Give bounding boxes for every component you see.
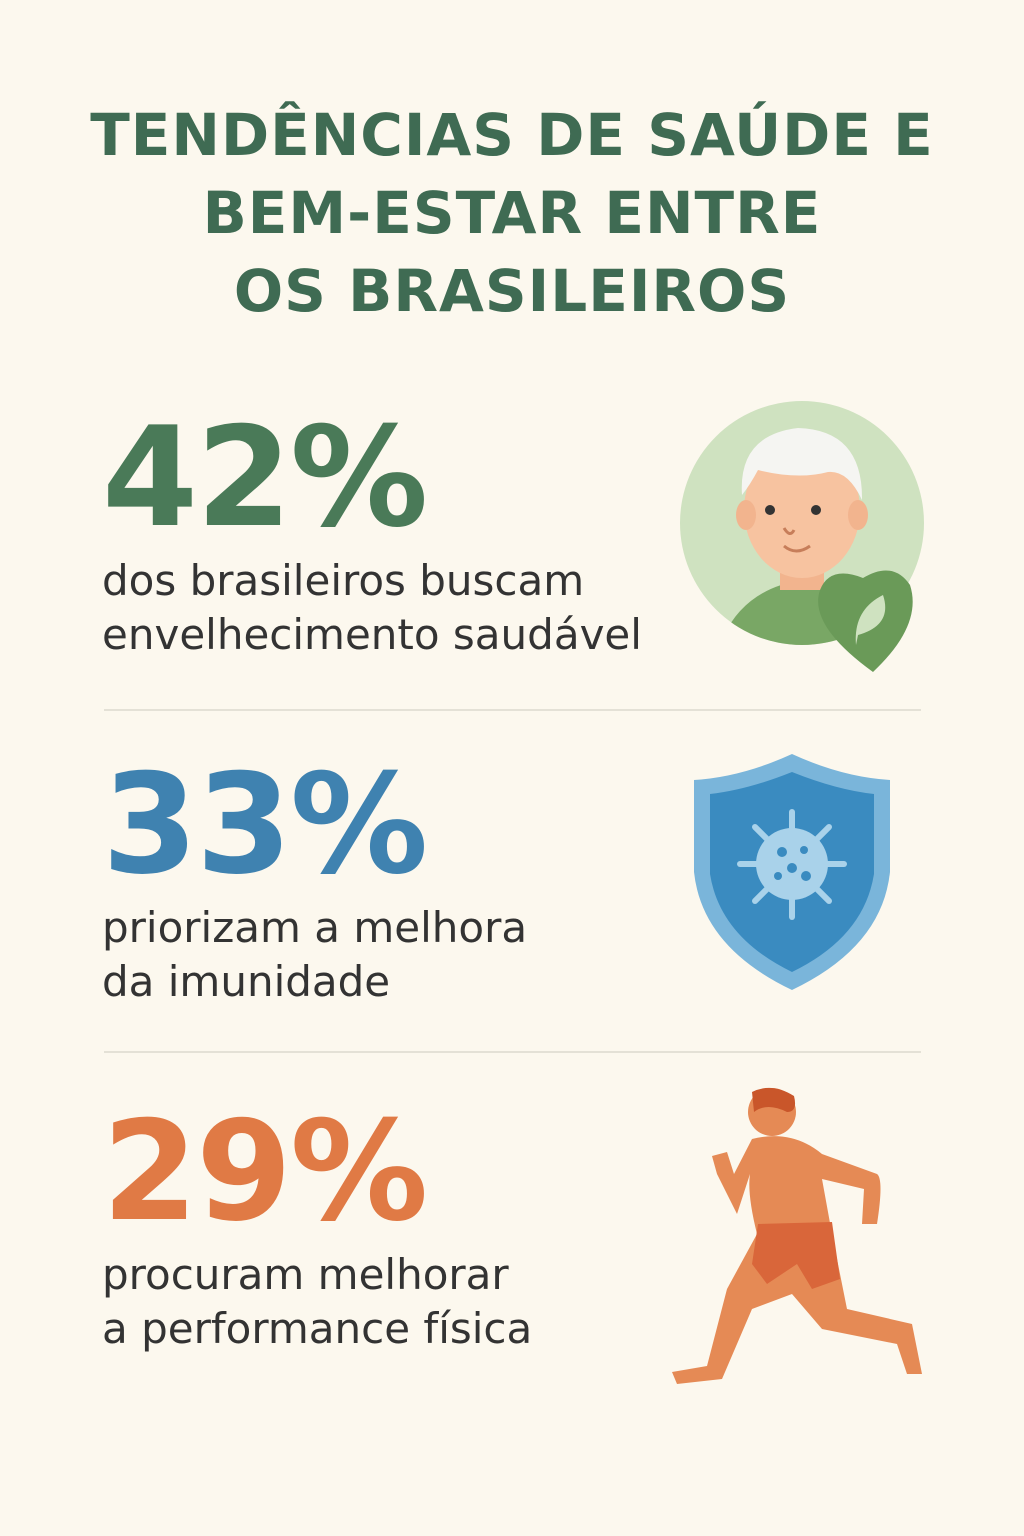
stat-value: 33%: [102, 744, 428, 905]
shield-virus-icon: [694, 754, 890, 990]
stat-physical-performance: 29% procuram melhorar a performance físi…: [102, 1102, 532, 1356]
title-line: OS BRASILEIROS: [233, 257, 791, 325]
stat-description: dos brasileiros buscam envelhecimento sa…: [102, 554, 642, 662]
page-title: TENDÊNCIAS DE SAÚDE E BEM-ESTAR ENTRE OS…: [0, 96, 1024, 330]
desc-line: da imunidade: [102, 957, 391, 1006]
desc-line: a performance física: [102, 1304, 533, 1353]
desc-line: priorizam a melhora: [102, 903, 528, 952]
stat-description: procuram melhorar a performance física: [102, 1248, 532, 1356]
title-line: BEM-ESTAR ENTRE: [202, 179, 822, 247]
divider: [104, 709, 921, 711]
desc-line: dos brasileiros buscam: [102, 556, 585, 605]
elderly-person-heart-leaf-icon: [680, 401, 924, 672]
runner-icon: [672, 1087, 922, 1384]
title-line: TENDÊNCIAS DE SAÚDE E: [90, 101, 934, 169]
stat-value: 29%: [102, 1091, 428, 1252]
stat-immunity: 33% priorizam a melhora da imunidade: [102, 755, 527, 1009]
stat-value: 42%: [102, 397, 428, 558]
divider: [104, 1051, 921, 1053]
desc-line: procuram melhorar: [102, 1250, 509, 1299]
stat-healthy-aging: 42% dos brasileiros buscam envelheciment…: [102, 408, 642, 662]
stat-description: priorizam a melhora da imunidade: [102, 901, 527, 1009]
desc-line: envelhecimento saudável: [102, 610, 642, 659]
